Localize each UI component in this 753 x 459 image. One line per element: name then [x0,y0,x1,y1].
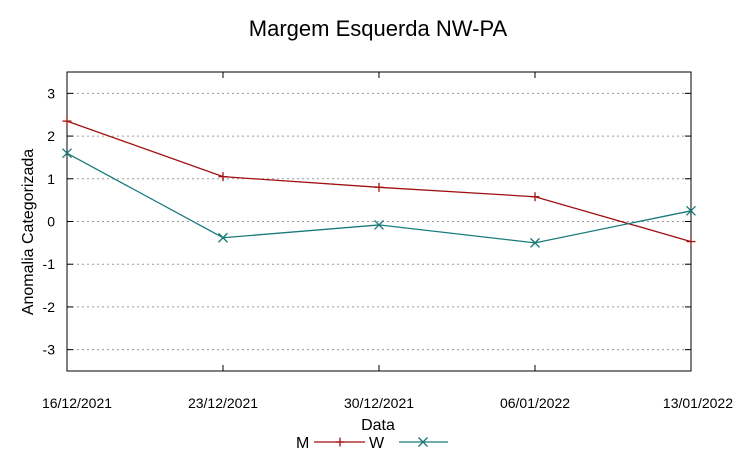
x-tick-label: 23/12/2021 [188,395,258,411]
y-axis-ticks: 3 2 1 0 -1 -2 -3 [43,85,691,358]
y-tick-label: 2 [47,128,55,144]
y-tick-label: -2 [43,299,56,315]
data-point-M [374,182,384,192]
data-point-W [218,232,228,243]
chart-title: Margem Esquerda NW-PA [249,16,508,41]
data-point-M [218,172,228,182]
x-axis-ticks: 16/12/2021 23/12/2021 30/12/2021 06/01/2022… [42,72,733,411]
x-tick-label: 06/01/2022 [500,395,570,411]
series-lines [62,116,696,248]
x-tick-label: 30/12/2021 [344,395,414,411]
legend-marker [418,437,428,447]
data-point-M [686,237,696,247]
x-axis-label: Data [361,417,395,434]
data-point-M [530,192,540,202]
y-tick-label: 0 [47,214,55,230]
legend-label: W [369,435,385,452]
y-tick-label: -1 [43,256,56,272]
series-line-M [66,120,692,243]
series-line-W [66,152,692,244]
data-point-W [62,148,72,159]
y-tick-label: 3 [47,85,55,101]
x-tick-label: 13/01/2022 [663,395,733,411]
legend-marker [335,437,345,447]
data-point-M [62,116,72,126]
x-tick-label: 16/12/2021 [42,395,112,411]
y-axis-label: Anomalia Categorizada [20,149,37,315]
data-point-W [530,237,540,248]
data-point-W [686,205,696,216]
legend-label: M [296,435,309,452]
y-tick-label: 1 [47,171,55,187]
data-point-W [374,219,384,230]
y-tick-label: -3 [43,342,56,358]
grid [67,92,691,351]
